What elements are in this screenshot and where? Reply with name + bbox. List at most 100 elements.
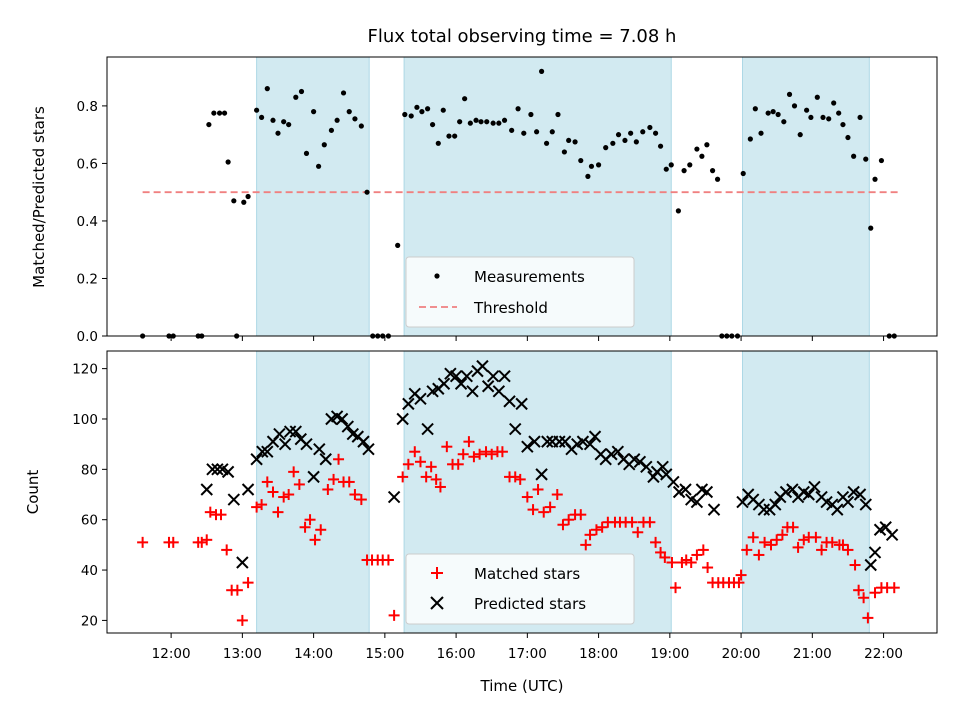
matched-point (468, 451, 480, 463)
matched-point (735, 569, 747, 581)
y-tick-label: 0.8 (77, 99, 98, 115)
predicted-point (779, 485, 793, 499)
measurement-point (457, 119, 463, 125)
predicted-point (492, 385, 506, 398)
measurement-point (851, 153, 857, 159)
x-tick-label: 22:00 (864, 646, 903, 662)
predicted-point (690, 495, 704, 509)
measurement-point (298, 88, 305, 95)
matched-point (509, 471, 521, 483)
predicted-point (841, 495, 855, 509)
matched-point (425, 461, 437, 473)
y-tick-label: 40 (81, 563, 98, 579)
measurement-point (534, 129, 540, 135)
measurement-point (241, 199, 247, 205)
matched-point (590, 524, 602, 536)
matched-point (434, 481, 446, 493)
predicted-point (679, 483, 692, 496)
x-tick-label: 14:00 (294, 646, 333, 662)
measurement-point (681, 168, 687, 174)
predicted-point (576, 435, 590, 448)
matched-point (626, 516, 638, 528)
predicted-point (454, 377, 468, 390)
x-tick-label: 16:00 (437, 646, 476, 662)
measurement-points (140, 68, 897, 339)
measurement-point (863, 156, 869, 162)
matched-point (137, 536, 149, 548)
measurement-point (585, 173, 591, 179)
measurement-point (845, 134, 851, 141)
measurement-point (425, 106, 431, 112)
matched-point (201, 534, 213, 546)
top-axes-frame (106, 56, 938, 337)
matched-point (584, 529, 596, 541)
measurement-point (752, 106, 758, 112)
matched-point (215, 509, 227, 521)
measurement-point (275, 130, 281, 136)
x-tick-label: 18:00 (579, 646, 618, 662)
predicted-point (227, 493, 241, 506)
x-tick-label: 19:00 (650, 646, 689, 662)
matched-point (632, 526, 644, 538)
predicted-point (211, 463, 224, 476)
predicted-point (256, 445, 269, 458)
matched-point (596, 521, 608, 533)
predicted-point (402, 397, 415, 411)
predicted-point (605, 448, 618, 461)
predicted-point (583, 437, 597, 451)
measurement-point (820, 114, 826, 121)
matched-point (304, 514, 316, 526)
predicted-point (236, 556, 249, 569)
matched-point (862, 612, 874, 624)
predicted-point (387, 490, 401, 504)
matched-point (343, 476, 355, 488)
matched-point (496, 446, 508, 458)
measurement-point (231, 198, 237, 204)
predicted-point (707, 503, 721, 516)
y-tick-label: 0.0 (77, 329, 98, 345)
predicted-point (283, 425, 297, 438)
measurement-point (836, 110, 842, 116)
measurement-point (478, 119, 484, 125)
measurement-point (831, 100, 837, 106)
matched-point (644, 516, 656, 528)
measurement-point (521, 130, 527, 136)
x-tick-label: 20:00 (722, 646, 761, 662)
legend-matched-label: Matched stars (474, 565, 580, 583)
predicted-point (847, 485, 860, 499)
matched-point (697, 544, 709, 556)
measurement-point (402, 111, 408, 118)
predicted-point (200, 483, 213, 496)
matched-point (236, 614, 248, 626)
legend-predicted-marker (430, 596, 444, 610)
predicted-point (736, 495, 749, 509)
bottom-panel: 20 40 60 80 100 120 12:00 13:00 14:00 15:00 16:00… (24, 350, 938, 695)
measurement-point (704, 142, 710, 148)
measurement-point (216, 110, 223, 116)
measurement-point (429, 121, 436, 128)
predicted-point (831, 503, 844, 516)
matched-point (322, 483, 334, 495)
predicted-point (362, 442, 375, 456)
bottom-y-axis-label: Count (24, 470, 42, 515)
matched-points (137, 436, 900, 626)
matched-point (575, 509, 587, 521)
matched-point (753, 549, 765, 561)
measurement-point (259, 114, 265, 121)
matched-point (527, 504, 539, 516)
measurement-point (462, 96, 468, 102)
predicted-point (700, 485, 714, 499)
predicted-point (460, 369, 473, 383)
matched-point (382, 554, 394, 566)
y-tick-label: 100 (72, 412, 98, 428)
matched-point (333, 453, 345, 465)
predicted-point (437, 377, 451, 390)
matched-point (272, 506, 284, 518)
matched-point (580, 539, 592, 551)
measurement-point (346, 109, 352, 115)
measurement-point (791, 103, 798, 109)
matched-point (355, 494, 367, 506)
predicted-point (808, 480, 821, 494)
measurement-point (878, 157, 885, 164)
measurement-point (775, 111, 781, 118)
